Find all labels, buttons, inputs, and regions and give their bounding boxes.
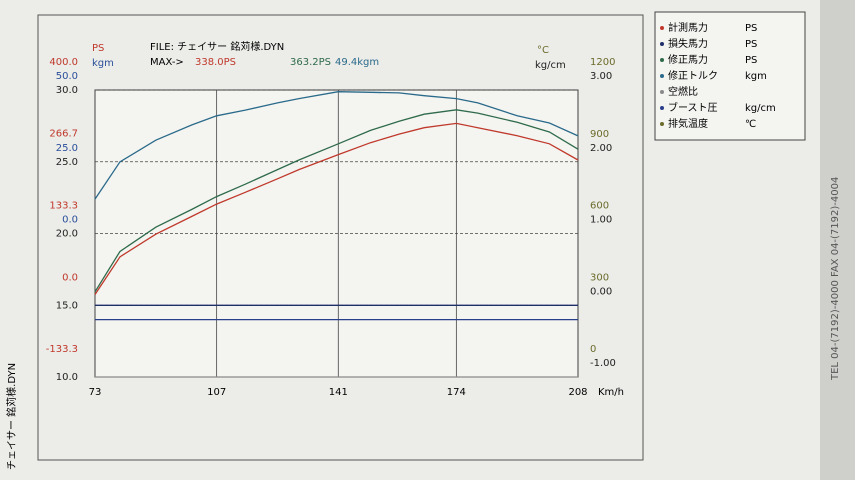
legend-box [654, 11, 806, 141]
chart-frame [37, 14, 644, 461]
y-tick-label: 25.0 [56, 157, 78, 168]
y-tick-label: 900 [590, 129, 609, 140]
legend-label: 損失馬力 [668, 37, 708, 50]
y-tick-label: 1200 [590, 57, 615, 68]
legend-marker [660, 58, 664, 62]
y-tick-label: -1.00 [590, 358, 616, 369]
series-line [94, 122, 579, 295]
legend-label: 修正トルク [668, 69, 718, 82]
legend-unit: PS [745, 39, 757, 50]
legend-label: 計測馬力 [668, 21, 708, 34]
y-tick-label: 25.0 [56, 143, 78, 154]
legend-marker [660, 122, 664, 126]
y-tick-label: 15.0 [56, 300, 78, 311]
y-tick-label: -133.3 [46, 344, 78, 355]
y-tick-label: 0.0 [62, 215, 78, 226]
x-tick-label: 208 [568, 387, 587, 398]
x-tick-label: 73 [89, 387, 102, 398]
y-tick-label: 10.0 [56, 372, 78, 383]
y-tick-label: 30.0 [56, 85, 78, 96]
y-tick-label: 266.7 [49, 129, 78, 140]
legend-unit: ℃ [745, 119, 756, 130]
y-tick-label: 0.0 [62, 272, 78, 283]
y-tick-label: 400.0 [49, 57, 78, 68]
y-tick-label: 0.00 [590, 286, 612, 297]
x-axis-label: Km/h [598, 387, 624, 398]
y-tick-label: 20.0 [56, 229, 78, 240]
y-tick-label: 1.00 [590, 215, 612, 226]
y-tick-label: 600 [590, 201, 609, 212]
x-tick-label: 174 [447, 387, 466, 398]
legend-label: 空燃比 [668, 85, 698, 98]
y-tick-label: 133.3 [49, 201, 78, 212]
y-tick-label: 300 [590, 272, 609, 283]
max-label: MAX-> [150, 57, 184, 68]
footer-left: チェイサー 銘苅様.DYN [5, 363, 18, 470]
axis-title: PS [92, 43, 104, 54]
legend-label: ブースト圧 [668, 101, 718, 114]
legend-marker [660, 74, 664, 78]
legend-unit: kgm [745, 71, 767, 82]
max-value: 338.0PS [195, 57, 236, 68]
legend-marker [660, 106, 664, 110]
x-tick-label: 141 [329, 387, 348, 398]
y-tick-label: 3.00 [590, 71, 612, 82]
max-value: 363.2PS [290, 57, 331, 68]
max-value: 49.4kgm [335, 57, 379, 68]
file-label: FILE: チェイサー 銘苅様.DYN [150, 40, 284, 53]
legend-label: 排気温度 [668, 117, 708, 130]
legend-unit: kg/cm [745, 103, 776, 114]
legend-unit: PS [745, 55, 757, 66]
series-line [94, 91, 579, 200]
axis-title: °C [537, 45, 549, 56]
axis-title: kg/cm [535, 60, 566, 71]
y-tick-label: 50.0 [56, 71, 78, 82]
legend-unit: PS [745, 23, 757, 34]
legend-marker [660, 26, 664, 30]
side-text: TEL 04-(7192)-4000 FAX 04-(7192)-4004 [830, 177, 841, 381]
paper-edge [820, 0, 855, 480]
series-line [94, 109, 579, 293]
legend-marker [660, 42, 664, 46]
legend-marker [660, 90, 664, 94]
axis-title: kgm [92, 58, 114, 69]
y-tick-label: 2.00 [590, 143, 612, 154]
y-tick-label: 0 [590, 344, 596, 355]
legend-label: 修正馬力 [668, 53, 708, 66]
x-tick-label: 107 [207, 387, 226, 398]
